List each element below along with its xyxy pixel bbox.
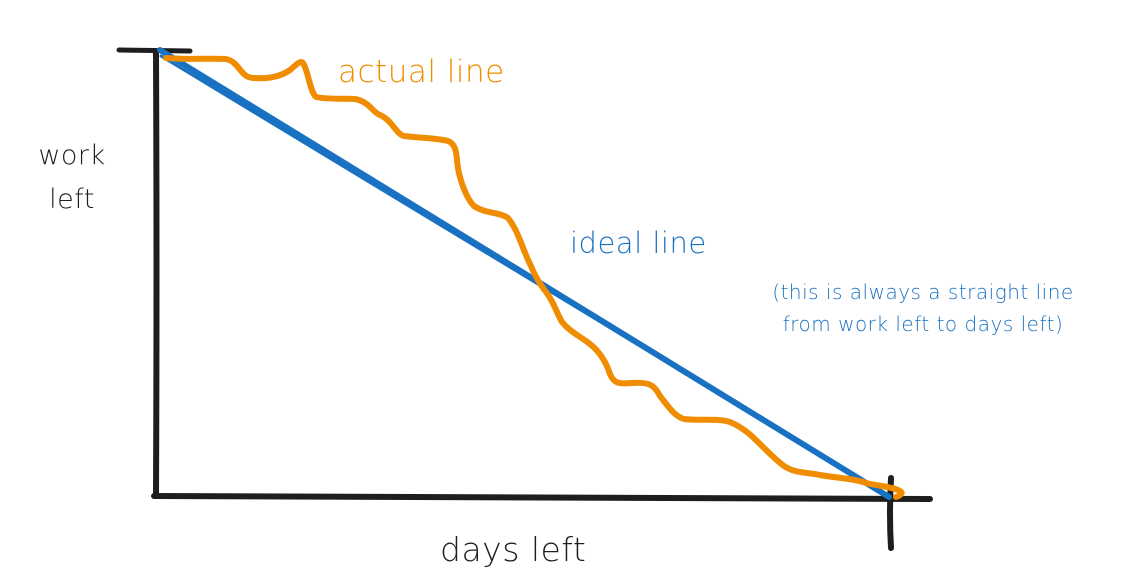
y-axis-label: work left [22, 134, 122, 222]
ideal-line-note: (this is always a straight line from wor… [708, 276, 1138, 340]
actual-line [163, 55, 905, 500]
actual-line-label: actual line [338, 54, 505, 90]
y-axis-top-tick [116, 47, 193, 54]
y-axis-label-line2: left [49, 184, 95, 215]
ideal-line [157, 47, 892, 500]
y-axis [153, 49, 160, 499]
ideal-line-note-line2: from work left to days left) [782, 312, 1064, 336]
ideal-line-note-line1: (this is always a straight line [772, 280, 1074, 304]
ideal-line-label: ideal line [570, 226, 707, 260]
y-axis-label-line1: work [38, 140, 106, 171]
x-axis [151, 493, 933, 502]
ideal-line-stroke-2 [159, 54, 887, 496]
x-axis-label: days left [440, 530, 587, 569]
